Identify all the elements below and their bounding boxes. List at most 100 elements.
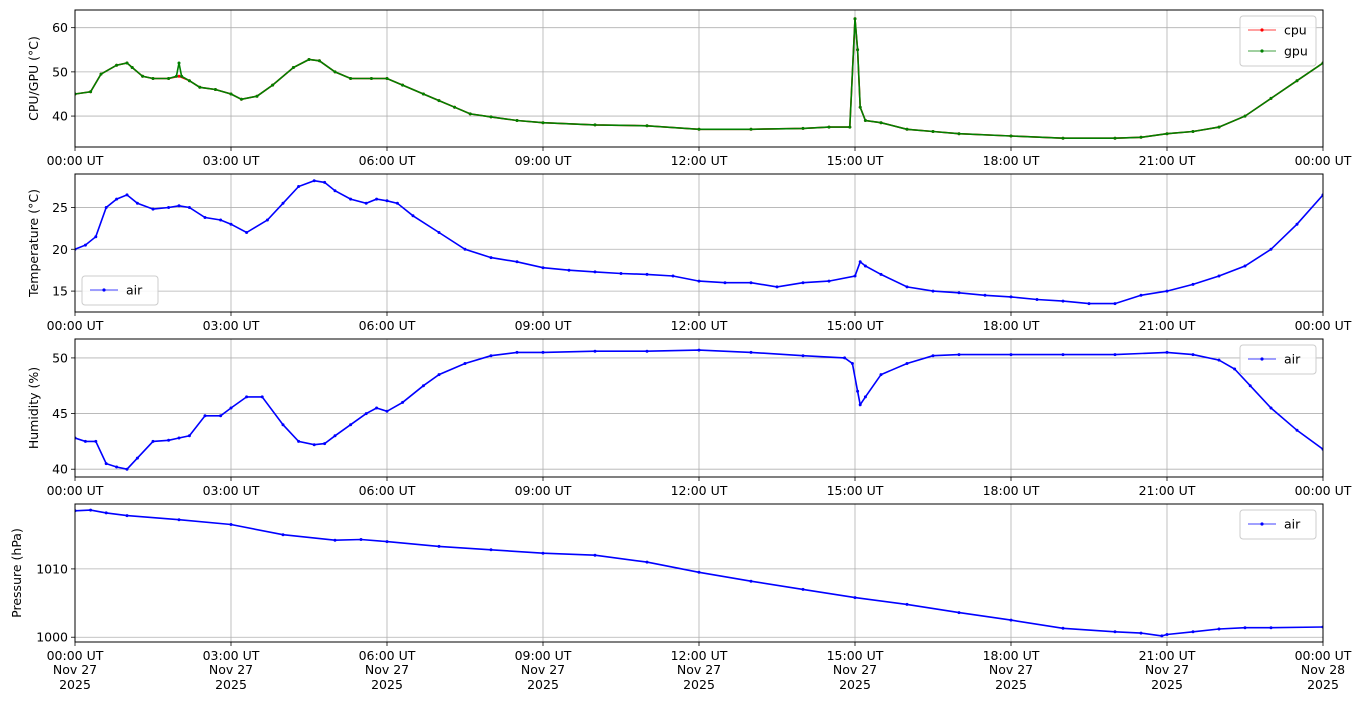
data-point [858, 105, 862, 109]
data-point [801, 281, 805, 285]
data-point [697, 127, 701, 131]
x-tick-label: 12:00 UT [671, 318, 728, 333]
x-year-label: 2025 [59, 677, 91, 692]
data-point [827, 125, 831, 129]
data-point [515, 119, 519, 122]
data-point [1217, 627, 1221, 631]
legend: air [1239, 509, 1317, 540]
data-point [317, 59, 321, 63]
data-point [187, 206, 191, 209]
data-point [369, 77, 373, 80]
data-point [489, 256, 493, 260]
data-point [1061, 626, 1065, 630]
data-point [1113, 353, 1117, 357]
panel-1: 00:00 UT 03:00 UT 06:00 UT 09:00 UT 12:00 UT… [26, 9, 1352, 168]
x-tick-label: 09:00 UT [515, 318, 572, 333]
data-point [1248, 384, 1252, 388]
y-axis-label: Humidity (%) [26, 367, 41, 449]
series-line [75, 179, 1323, 305]
data-point [1269, 247, 1273, 251]
data-point [385, 77, 389, 80]
legend-marker [1260, 28, 1264, 32]
x-tick-label: 00:00 UT [1295, 648, 1352, 663]
data-point [437, 231, 441, 234]
data-point [1243, 114, 1247, 118]
data-point [853, 596, 857, 600]
legend-box [1239, 509, 1317, 540]
data-point [125, 467, 129, 471]
x-tick-label: 15:00 UT [827, 318, 884, 333]
data-point [853, 274, 857, 278]
data-point [749, 127, 753, 131]
legend-label: air [126, 283, 143, 298]
data-point [115, 63, 119, 67]
x-year-label: 2025 [1307, 677, 1339, 692]
data-point [151, 207, 155, 211]
x-tick-label: 09:00 UT [515, 483, 572, 498]
data-point [1113, 630, 1117, 634]
y-axis-label: Temperature (°C) [26, 189, 41, 298]
x-year-label: 2025 [839, 677, 871, 692]
data-point [858, 260, 862, 264]
x-tick-label: 06:00 UT [359, 153, 416, 168]
data-point [364, 201, 368, 205]
data-point [801, 354, 805, 358]
axes-frame [74, 173, 1324, 313]
data-point [187, 79, 191, 83]
data-point [863, 264, 867, 268]
data-point [957, 353, 961, 357]
legend: air [81, 275, 159, 306]
data-point [541, 266, 545, 270]
data-point [645, 272, 649, 276]
data-point [1295, 428, 1299, 432]
x-tick-label: 18:00 UT [983, 483, 1040, 498]
x-date-label: Nov 28 [1301, 662, 1345, 677]
data-point [645, 349, 649, 353]
data-point [1087, 302, 1091, 306]
data-point [203, 216, 207, 219]
x-year-label: 2025 [371, 677, 403, 692]
legend-label: cpu [1284, 23, 1307, 38]
x-date-label: Nov 27 [365, 662, 409, 677]
data-point [1160, 634, 1164, 638]
x-tick-label: 18:00 UT [983, 318, 1040, 333]
x-tick-label: 18:00 UT [983, 648, 1040, 663]
data-point [375, 197, 379, 201]
data-point [239, 97, 243, 101]
data-point [697, 348, 701, 352]
x-date-label: Nov 27 [1145, 662, 1189, 677]
x-tick-label: 21:00 UT [1139, 483, 1196, 498]
data-point [905, 127, 909, 131]
data-point [312, 443, 316, 447]
data-point [104, 462, 108, 466]
data-point [421, 384, 425, 388]
data-point [1217, 358, 1221, 362]
data-point [905, 285, 909, 289]
x-year-label: 2025 [1151, 677, 1183, 692]
data-point [177, 74, 181, 78]
x-date-label: Nov 27 [521, 662, 565, 677]
data-point [1139, 135, 1143, 139]
data-point [1009, 353, 1013, 357]
data-point [167, 77, 171, 80]
data-point [541, 350, 545, 354]
axes-frame [74, 9, 1324, 148]
data-point [437, 544, 441, 548]
data-point [879, 121, 883, 125]
data-point [697, 570, 701, 574]
data-point [931, 130, 935, 133]
data-point [125, 514, 129, 518]
data-point [198, 85, 202, 89]
data-point [177, 436, 181, 440]
data-point [281, 201, 285, 205]
data-point [115, 465, 119, 469]
data-point [1061, 299, 1065, 303]
data-point [104, 511, 108, 515]
x-year-label: 2025 [527, 677, 559, 692]
y-axis-label: Pressure (hPa) [9, 528, 24, 618]
data-point [83, 243, 87, 247]
data-point [723, 281, 727, 285]
data-point [1295, 79, 1299, 83]
data-point [245, 395, 249, 399]
